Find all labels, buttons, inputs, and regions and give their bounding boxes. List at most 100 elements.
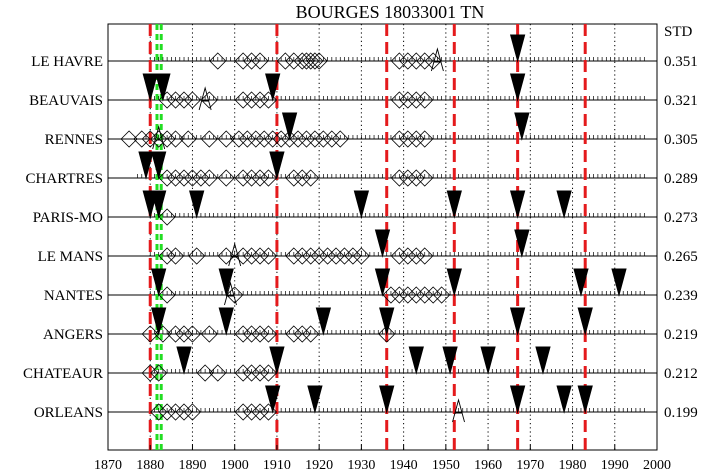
diamond-marker — [390, 247, 408, 265]
diamond-marker — [302, 247, 320, 265]
diamond-marker — [433, 286, 451, 304]
break-triangle — [573, 268, 589, 297]
station-label: CHATEAUR — [23, 366, 103, 382]
break-triangle — [315, 307, 332, 336]
diamond-marker — [234, 247, 252, 265]
diamond-marker — [234, 169, 252, 187]
diamond-marker — [217, 169, 235, 187]
diamond-marker — [327, 247, 345, 265]
diamond-marker — [407, 169, 425, 187]
diamond-marker — [378, 325, 396, 343]
a-marker — [228, 242, 242, 267]
diamond-marker — [141, 364, 159, 382]
diamond-marker — [399, 169, 417, 187]
diamond-marker — [243, 52, 261, 70]
break-triangle — [514, 112, 530, 141]
diamond-marker — [306, 130, 324, 148]
diamond-marker — [251, 325, 269, 343]
station-label: RENNES — [45, 132, 103, 148]
diamond-marker — [416, 130, 434, 148]
diamond-marker — [243, 169, 261, 187]
diamond-marker — [281, 130, 299, 148]
diamond-marker — [251, 52, 269, 70]
std-header: STD — [664, 24, 693, 40]
diamond-marker — [183, 325, 202, 343]
diamond-marker — [167, 91, 185, 109]
station-marks — [120, 34, 627, 423]
diamond-marker — [285, 52, 303, 70]
diamond-marker — [399, 247, 417, 265]
diamond-marker — [158, 247, 176, 265]
plot-frame — [107, 23, 658, 451]
x-tick-label: 1920 — [305, 458, 333, 473]
diamond-marker — [167, 247, 185, 265]
break-triangle — [218, 268, 234, 297]
break-triangle — [509, 73, 526, 102]
break-triangle — [189, 190, 205, 219]
diamond-marker — [150, 403, 168, 421]
diamond-marker — [251, 247, 269, 265]
diamond-marker — [293, 247, 311, 265]
break-triangle — [611, 268, 627, 297]
a-marker — [430, 47, 444, 72]
x-tick-label: 1890 — [178, 458, 206, 473]
diamond-marker — [297, 52, 316, 70]
diamond-marker — [217, 130, 235, 148]
break-triangle — [446, 268, 462, 297]
diamond-marker — [243, 91, 261, 109]
diamond-marker — [200, 325, 218, 343]
std-value: 0.321 — [664, 93, 698, 109]
station-label: ORLEANS — [34, 405, 103, 421]
diamond-marker — [297, 130, 316, 148]
diamond-marker — [424, 52, 442, 70]
diamond-marker — [407, 91, 425, 109]
diamond-marker — [158, 208, 176, 226]
diamond-marker — [183, 169, 202, 187]
diamond-marker — [323, 130, 341, 148]
diamond-marker — [416, 286, 434, 304]
diamond-marker — [175, 91, 193, 109]
diamond-marker — [352, 247, 370, 265]
diamond-marker — [234, 91, 252, 109]
diamond-marker — [251, 91, 269, 109]
coverage-ticks — [145, 135, 645, 139]
diamond-marker — [234, 364, 252, 382]
x-tick-label: 1900 — [221, 458, 249, 473]
x-tick-label: 1950 — [432, 458, 460, 473]
break-triangle — [269, 151, 285, 180]
break-triangle — [138, 151, 154, 180]
break-triangle — [155, 73, 171, 102]
diamond-marker — [196, 364, 214, 382]
diamond-marker — [344, 247, 362, 265]
diamond-marker — [234, 325, 252, 343]
diamond-marker — [209, 52, 227, 70]
break-triangle — [374, 268, 391, 297]
diamond-marker — [251, 169, 269, 187]
x-tick-label: 1940 — [390, 458, 418, 473]
diamond-marker — [306, 52, 324, 70]
std-value: 0.239 — [664, 288, 698, 304]
diamond-marker — [331, 130, 349, 148]
coverage-ticks — [149, 330, 645, 334]
std-value: 0.305 — [664, 132, 698, 148]
diamond-marker — [264, 130, 282, 148]
std-value: 0.219 — [664, 327, 698, 343]
break-triangle — [307, 385, 323, 414]
break-triangle — [577, 385, 593, 414]
diamond-marker — [183, 403, 202, 421]
std-value: 0.351 — [664, 54, 698, 70]
std-value: 0.199 — [664, 405, 698, 421]
station-label: CHARTRES — [26, 171, 103, 187]
chart-title: BOURGES 18033001 TN — [296, 2, 485, 22]
diamond-marker — [272, 130, 290, 148]
x-tick-label: 2000 — [643, 458, 671, 473]
diamond-marker — [150, 364, 168, 382]
break-triangle — [509, 190, 526, 219]
diamond-marker — [230, 130, 248, 148]
coverage-ticks — [137, 174, 645, 178]
diamond-marker — [141, 130, 159, 148]
diamond-marker — [243, 247, 261, 265]
coverage-ticks — [149, 213, 645, 217]
break-triangle — [480, 346, 496, 375]
diamond-marker — [259, 169, 278, 187]
